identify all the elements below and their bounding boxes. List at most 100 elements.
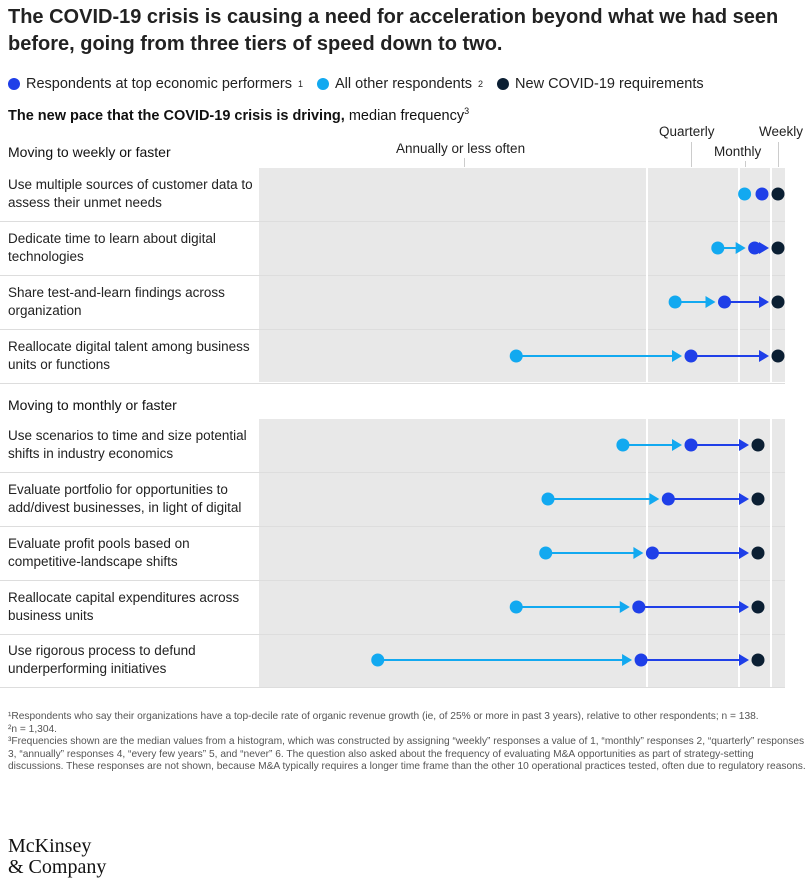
arrow-head-icon bbox=[739, 547, 749, 559]
chart-row: Dedicate time to learn about digital tec… bbox=[0, 222, 785, 276]
row-divider bbox=[0, 526, 785, 527]
axis-tick bbox=[745, 161, 746, 167]
row-label: Reallocate capital expenditures across b… bbox=[8, 590, 240, 623]
dot-top-performers bbox=[632, 600, 646, 614]
legend-dot-icon bbox=[317, 78, 329, 90]
group-title: Moving to monthly or faster bbox=[8, 397, 177, 413]
row-label: Reallocate digital talent among business… bbox=[8, 339, 250, 372]
footnotes: ¹Respondents who say their organizations… bbox=[8, 711, 806, 774]
axis-label-monthly: Monthly bbox=[714, 144, 762, 159]
dot-other-respondents bbox=[509, 600, 523, 614]
arrow-head-icon bbox=[622, 654, 633, 666]
arrow-head-icon bbox=[759, 296, 769, 308]
axis-tick bbox=[464, 158, 465, 167]
axis-label-quarterly: Quarterly bbox=[659, 124, 715, 139]
arrow-head-icon bbox=[735, 242, 746, 254]
footnote: ²n = 1,304. bbox=[8, 723, 57, 735]
dot-top-performers bbox=[684, 349, 698, 363]
chart-row: Evaluate portfolio for opportunities to … bbox=[0, 473, 785, 527]
dot-covid-requirement bbox=[751, 492, 765, 506]
legend-dot-icon bbox=[497, 78, 510, 90]
row-label: Evaluate portfolio for opportunities to … bbox=[8, 482, 242, 515]
dot-top-performers bbox=[684, 438, 698, 452]
chart-row: Reallocate capital expenditures across b… bbox=[0, 581, 785, 635]
row-divider bbox=[0, 329, 785, 330]
chart-subtitle: The new pace that the COVID-19 crisis is… bbox=[8, 106, 469, 124]
dot-other-respondents bbox=[539, 546, 553, 560]
axis-tick bbox=[778, 142, 779, 167]
axis-label-weekly: Weekly bbox=[759, 124, 804, 139]
subtitle-sup: 3 bbox=[464, 106, 470, 116]
dot-covid-requirement bbox=[751, 438, 765, 452]
row-label: Evaluate profit pools based on competiti… bbox=[8, 536, 190, 569]
arrow-head-icon bbox=[619, 601, 630, 613]
axis-tick bbox=[691, 142, 692, 167]
legend-label: New COVID-19 requirements bbox=[515, 76, 704, 92]
arrow-head-icon bbox=[739, 601, 749, 613]
arrow-head-icon bbox=[633, 547, 644, 559]
legend: Respondents at top economic performers 1 … bbox=[8, 76, 704, 92]
dot-covid-requirement bbox=[771, 187, 785, 201]
row-label: Use scenarios to time and size potential… bbox=[8, 428, 247, 461]
dot-top-performers bbox=[755, 187, 769, 201]
arrow-head-icon bbox=[649, 493, 660, 505]
row-label: Use multiple sources of customer data to… bbox=[8, 177, 253, 210]
dot-covid-requirement bbox=[751, 546, 765, 560]
dot-top-performers bbox=[718, 295, 731, 309]
chart-row: Evaluate profit pools based on competiti… bbox=[0, 527, 785, 581]
arrow-head-icon bbox=[672, 439, 682, 451]
row-divider bbox=[0, 221, 785, 222]
legend-top-performers: Respondents at top economic performers 1 bbox=[8, 76, 303, 92]
footnote: ¹Respondents who say their organizations… bbox=[8, 711, 759, 722]
row-label: Share test-and-learn findings across org… bbox=[8, 285, 225, 318]
legend-covid-requirements: New COVID-19 requirements bbox=[497, 76, 704, 92]
dot-covid-requirement bbox=[751, 653, 765, 667]
arrow-head-icon bbox=[739, 493, 749, 505]
arrow-head-icon bbox=[705, 296, 716, 308]
row-divider bbox=[0, 687, 785, 688]
chart-row: Use scenarios to time and size potential… bbox=[0, 419, 785, 473]
dot-covid-requirement bbox=[751, 600, 765, 614]
dot-top-performers bbox=[661, 492, 675, 506]
dot-other-respondents bbox=[738, 187, 752, 201]
dot-top-performers bbox=[748, 241, 762, 255]
dot-covid-requirement bbox=[771, 295, 785, 309]
dot-covid-requirement bbox=[771, 241, 785, 255]
dot-other-respondents bbox=[616, 438, 630, 452]
arrow-head-icon bbox=[672, 350, 682, 362]
legend-sup: 1 bbox=[297, 79, 303, 89]
arrow-head-icon bbox=[739, 654, 749, 666]
dot-other-respondents bbox=[509, 349, 523, 363]
dot-covid-requirement bbox=[771, 349, 785, 363]
chart-row: Reallocate digital talent among business… bbox=[0, 330, 785, 384]
logo-line: McKinsey bbox=[8, 835, 92, 857]
row-divider bbox=[0, 275, 785, 276]
chart-row: Use rigorous process to defund underperf… bbox=[0, 634, 785, 688]
row-divider bbox=[0, 634, 785, 635]
dot-top-performers bbox=[645, 546, 659, 560]
mckinsey-logo: McKinsey & Company bbox=[8, 836, 106, 878]
row-divider bbox=[0, 580, 785, 581]
legend-label: Respondents at top economic performers bbox=[26, 76, 292, 92]
arrow-head-icon bbox=[759, 242, 769, 254]
footnote: ³Frequencies shown are the median values… bbox=[8, 736, 806, 773]
legend-other-respondents: All other respondents 2 bbox=[317, 76, 483, 92]
chart-title: The COVID-19 crisis is causing a need fo… bbox=[8, 6, 779, 55]
dot-other-respondents bbox=[711, 241, 725, 255]
chart-row: Use multiple sources of customer data to… bbox=[0, 168, 785, 222]
subtitle-rest: median frequency bbox=[344, 107, 465, 124]
arrow-head-icon bbox=[759, 350, 769, 362]
axis-label-annually: Annually or less often bbox=[396, 141, 526, 156]
arrow-head-icon bbox=[739, 439, 749, 451]
group-title: Moving to weekly or faster bbox=[8, 144, 171, 160]
legend-label: All other respondents bbox=[335, 76, 473, 92]
legend-dot-icon bbox=[8, 78, 20, 90]
logo-line: & Company bbox=[8, 856, 107, 878]
row-divider bbox=[0, 472, 785, 473]
dot-top-performers bbox=[634, 653, 648, 667]
row-label: Dedicate time to learn about digital tec… bbox=[8, 231, 216, 264]
row-divider bbox=[0, 383, 785, 384]
chart-row: Share test-and-learn findings across org… bbox=[0, 276, 785, 330]
